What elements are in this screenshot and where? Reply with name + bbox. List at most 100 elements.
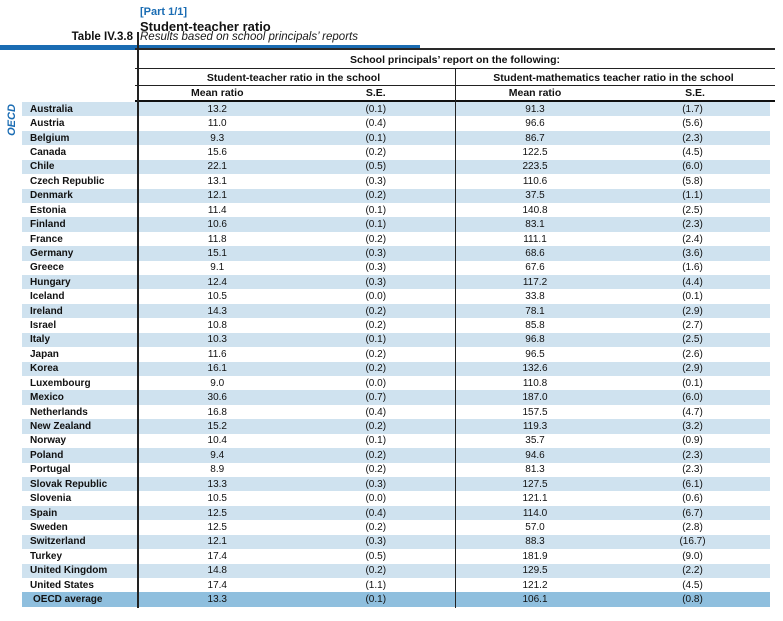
table-row: Netherlands 16.8 (0.4) 157.5 (4.7) xyxy=(22,404,770,420)
cell-sm-se: (2.3) xyxy=(682,132,703,144)
cell-sm-mean: 119.3 xyxy=(522,420,548,432)
cell-sm-mean: 111.1 xyxy=(523,233,547,245)
cell-sm-se: (2.9) xyxy=(682,363,703,375)
cell-sm-se: (2.3) xyxy=(682,449,703,461)
cell-st-se: (0.0) xyxy=(365,291,387,303)
cell-sm-se: (2.3) xyxy=(682,219,703,231)
cell-st-se: (0.4) xyxy=(365,118,387,130)
table-row: Czech Republic 13.1 (0.3) 110.6 (5.8) xyxy=(22,174,770,189)
cell-st-se: (0.2) xyxy=(365,320,387,332)
col-header-mean-ratio-1: Mean ratio xyxy=(190,87,244,99)
cell-country: France xyxy=(30,233,63,245)
cell-st-mean: 17.4 xyxy=(207,550,227,562)
country-column-rule xyxy=(137,32,139,608)
cell-sm-mean: 140.8 xyxy=(522,204,548,216)
cell-country: Hungary xyxy=(30,276,71,288)
cell-sm-se: (0.1) xyxy=(682,291,703,303)
cell-st-se: (1.1) xyxy=(365,579,387,591)
cell-country: New Zealand xyxy=(30,420,92,432)
cell-sm-se: (4.5) xyxy=(682,146,703,158)
cell-st-mean: 10.8 xyxy=(207,320,227,332)
cell-sm-mean: 110.8 xyxy=(522,377,548,389)
cell-st-se: (0.7) xyxy=(365,392,387,404)
table-row: Japan 11.6 (0.2) 96.5 (2.6) xyxy=(22,347,770,362)
table-column-header-row: Mean ratio S.E. Mean ratio S.E. xyxy=(138,86,775,100)
cell-country: United States xyxy=(30,579,94,591)
cell-st-se: (0.0) xyxy=(365,377,387,389)
cell-sm-mean: 106.1 xyxy=(522,594,548,606)
part-label: [Part 1/1] xyxy=(140,6,188,18)
cell-st-mean: 10.6 xyxy=(207,219,227,231)
cell-st-se: (0.2) xyxy=(365,348,387,360)
table-row: Norway 10.4 (0.1) 35.7 (0.9) xyxy=(22,433,770,449)
col-header-se-2: S.E. xyxy=(685,87,705,99)
cell-sm-mean: 67.6 xyxy=(525,262,545,274)
cell-st-mean: 8.9 xyxy=(210,464,225,476)
cell-country: Slovenia xyxy=(30,493,72,505)
cell-country: Chile xyxy=(30,161,55,173)
cell-sm-mean: 68.6 xyxy=(525,247,545,259)
cell-country: Greece xyxy=(30,262,64,274)
table-number-label: Table IV.3.8 xyxy=(71,31,133,43)
cell-sm-se: (1.6) xyxy=(682,262,703,274)
cell-st-se: (0.2) xyxy=(365,420,387,432)
cell-st-mean: 30.6 xyxy=(207,392,227,404)
table-row: Greece 9.1 (0.3) 67.6 (1.6) xyxy=(22,260,770,276)
cell-country: Korea xyxy=(30,363,59,375)
cell-sm-se: (2.4) xyxy=(682,233,703,245)
table-row: Portugal 8.9 (0.2) 81.3 (2.3) xyxy=(22,462,770,477)
cell-country: Ireland xyxy=(30,305,63,317)
cell-st-mean: 12.4 xyxy=(207,276,227,288)
cell-sm-mean: 127.5 xyxy=(522,478,548,490)
cell-country: Japan xyxy=(30,348,59,360)
cell-country: Mexico xyxy=(30,392,64,404)
cell-sm-se: (4.4) xyxy=(682,276,703,288)
cell-st-mean: 16.1 xyxy=(207,363,227,375)
cell-st-se: (0.2) xyxy=(365,305,387,317)
oecd-side-label: OECD xyxy=(6,104,18,136)
cell-st-se: (0.2) xyxy=(365,146,387,158)
table-row: Austria 11.0 (0.4) 96.6 (5.6) xyxy=(22,116,770,131)
table-row: Australia 13.2 (0.1) 91.3 (1.7) xyxy=(22,102,770,117)
cell-sm-se: (6.0) xyxy=(682,392,703,404)
cell-sm-se: (0.9) xyxy=(682,435,703,447)
cell-country: Germany xyxy=(30,247,74,259)
cell-st-mean: 9.4 xyxy=(210,449,225,461)
cell-st-mean: 15.2 xyxy=(207,420,227,432)
table-row: Korea 16.1 (0.2) 132.6 (2.9) xyxy=(22,361,770,377)
cell-country: Portugal xyxy=(30,464,71,476)
cell-sm-se: (2.2) xyxy=(682,565,703,577)
cell-sm-mean: 187.0 xyxy=(522,392,548,404)
cell-sm-mean: 78.1 xyxy=(525,305,545,317)
cell-st-se: (0.1) xyxy=(365,219,387,231)
cell-country: Finland xyxy=(30,219,66,231)
cell-st-mean: 10.5 xyxy=(207,493,227,505)
table-group-header-row: Student-teacher ratio in the school Stud… xyxy=(135,69,775,86)
cell-st-se: (0.3) xyxy=(365,536,387,548)
cell-st-se: (0.2) xyxy=(365,449,387,461)
cell-st-mean: 15.1 xyxy=(207,247,227,259)
cell-st-se: (0.5) xyxy=(365,161,387,173)
cell-sm-mean: 122.5 xyxy=(522,146,548,158)
cell-sm-mean: 157.5 xyxy=(522,406,548,418)
table-row: Slovak Republic 13.3 (0.3) 127.5 (6.1) xyxy=(22,476,770,492)
cell-st-mean: 13.2 xyxy=(207,103,227,115)
cell-country: Switzerland xyxy=(30,536,86,548)
table-row: Slovenia 10.5 (0.0) 121.1 (0.6) xyxy=(22,491,770,506)
cell-sm-mean: 223.5 xyxy=(522,161,548,173)
cell-st-mean: 14.8 xyxy=(207,565,227,577)
col-header-mean-ratio-2: Mean ratio xyxy=(508,87,562,99)
cell-sm-se: (4.7) xyxy=(682,406,703,418)
cell-st-se: (0.2) xyxy=(365,233,387,245)
cell-sm-se: (9.0) xyxy=(682,550,703,562)
cell-st-se: (0.2) xyxy=(365,464,387,476)
blue-rule xyxy=(0,45,420,50)
cell-sm-se: (0.1) xyxy=(682,377,703,389)
table-row: Turkey 17.4 (0.5) 181.9 (9.0) xyxy=(22,549,770,564)
cell-st-se: (0.2) xyxy=(365,190,387,202)
table-row: Poland 9.4 (0.2) 94.6 (2.3) xyxy=(22,448,770,463)
group-header-student-math-teacher: Student-mathematics teacher ratio in the… xyxy=(452,69,775,86)
cell-sm-se: (2.8) xyxy=(682,521,703,533)
table-top-border xyxy=(135,47,775,50)
cell-st-mean: 9.3 xyxy=(210,132,225,144)
